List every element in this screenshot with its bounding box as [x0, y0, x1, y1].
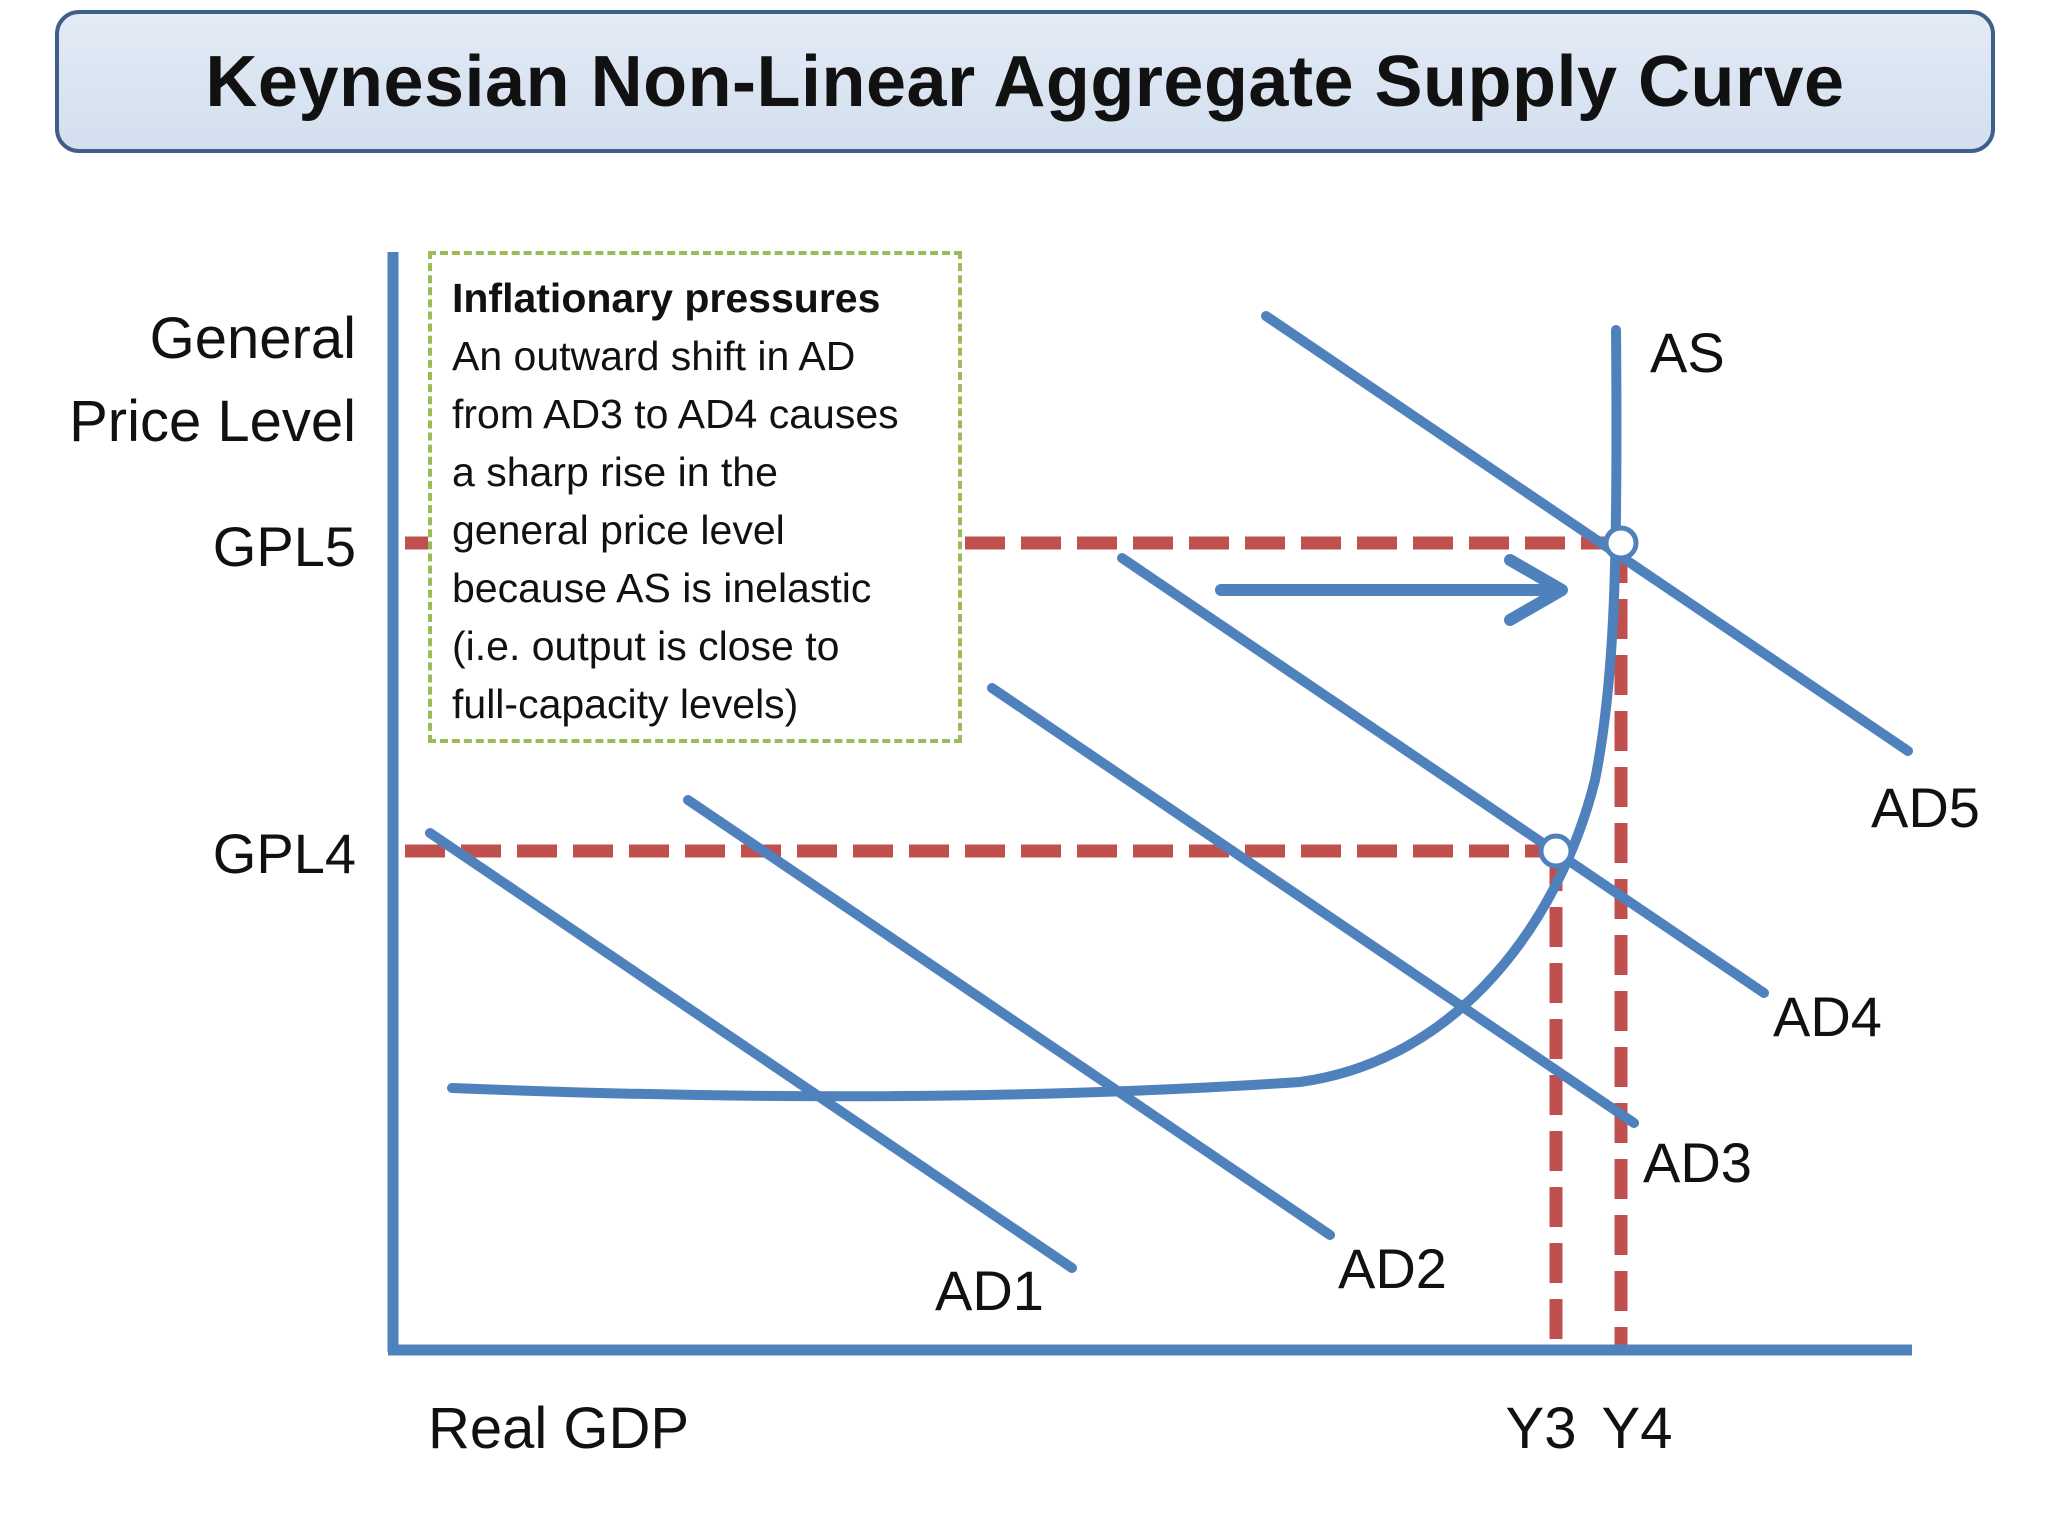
equilibrium-point-gpl4: [1538, 833, 1574, 869]
ad2-curve: [683, 795, 1335, 1240]
ad2-label: AD2: [1338, 1237, 1447, 1300]
ad3-label: AD3: [1643, 1131, 1752, 1194]
note-body: An outward shift in AD from AD3 to AD4 c…: [452, 333, 899, 727]
ad4-label: AD4: [1773, 985, 1882, 1048]
inflation-note-box: Inflationary pressures An outward shift …: [428, 251, 962, 743]
ad5-label: AD5: [1871, 776, 1980, 839]
y4-label: Y4: [1602, 1396, 1673, 1461]
ad1-label: AD1: [935, 1259, 1044, 1322]
y3-label: Y3: [1506, 1396, 1577, 1461]
gpl5-label: GPL5: [213, 515, 356, 578]
gpl4-label: GPL4: [213, 822, 356, 885]
ad-curves: [425, 311, 1913, 1273]
shift-arrow: [1215, 554, 1568, 626]
ad4-curve: [1117, 553, 1769, 998]
ad1-curve: [425, 828, 1077, 1273]
y-axis-label-line1: General: [150, 306, 356, 371]
as-curve: [447, 325, 1622, 1102]
y-axis-label-line2: Price Level: [69, 389, 356, 454]
note-title: Inflationary pressures: [452, 275, 881, 321]
ad5-curve: [1261, 311, 1913, 756]
x-axis-label: Real GDP: [428, 1396, 689, 1461]
as-label: AS: [1650, 321, 1725, 384]
title-banner: Keynesian Non-Linear Aggregate Supply Cu…: [55, 10, 1995, 153]
ad3-curve: [987, 683, 1639, 1128]
diagram-title: Keynesian Non-Linear Aggregate Supply Cu…: [205, 41, 1845, 122]
equilibrium-point-gpl5: [1603, 525, 1639, 561]
